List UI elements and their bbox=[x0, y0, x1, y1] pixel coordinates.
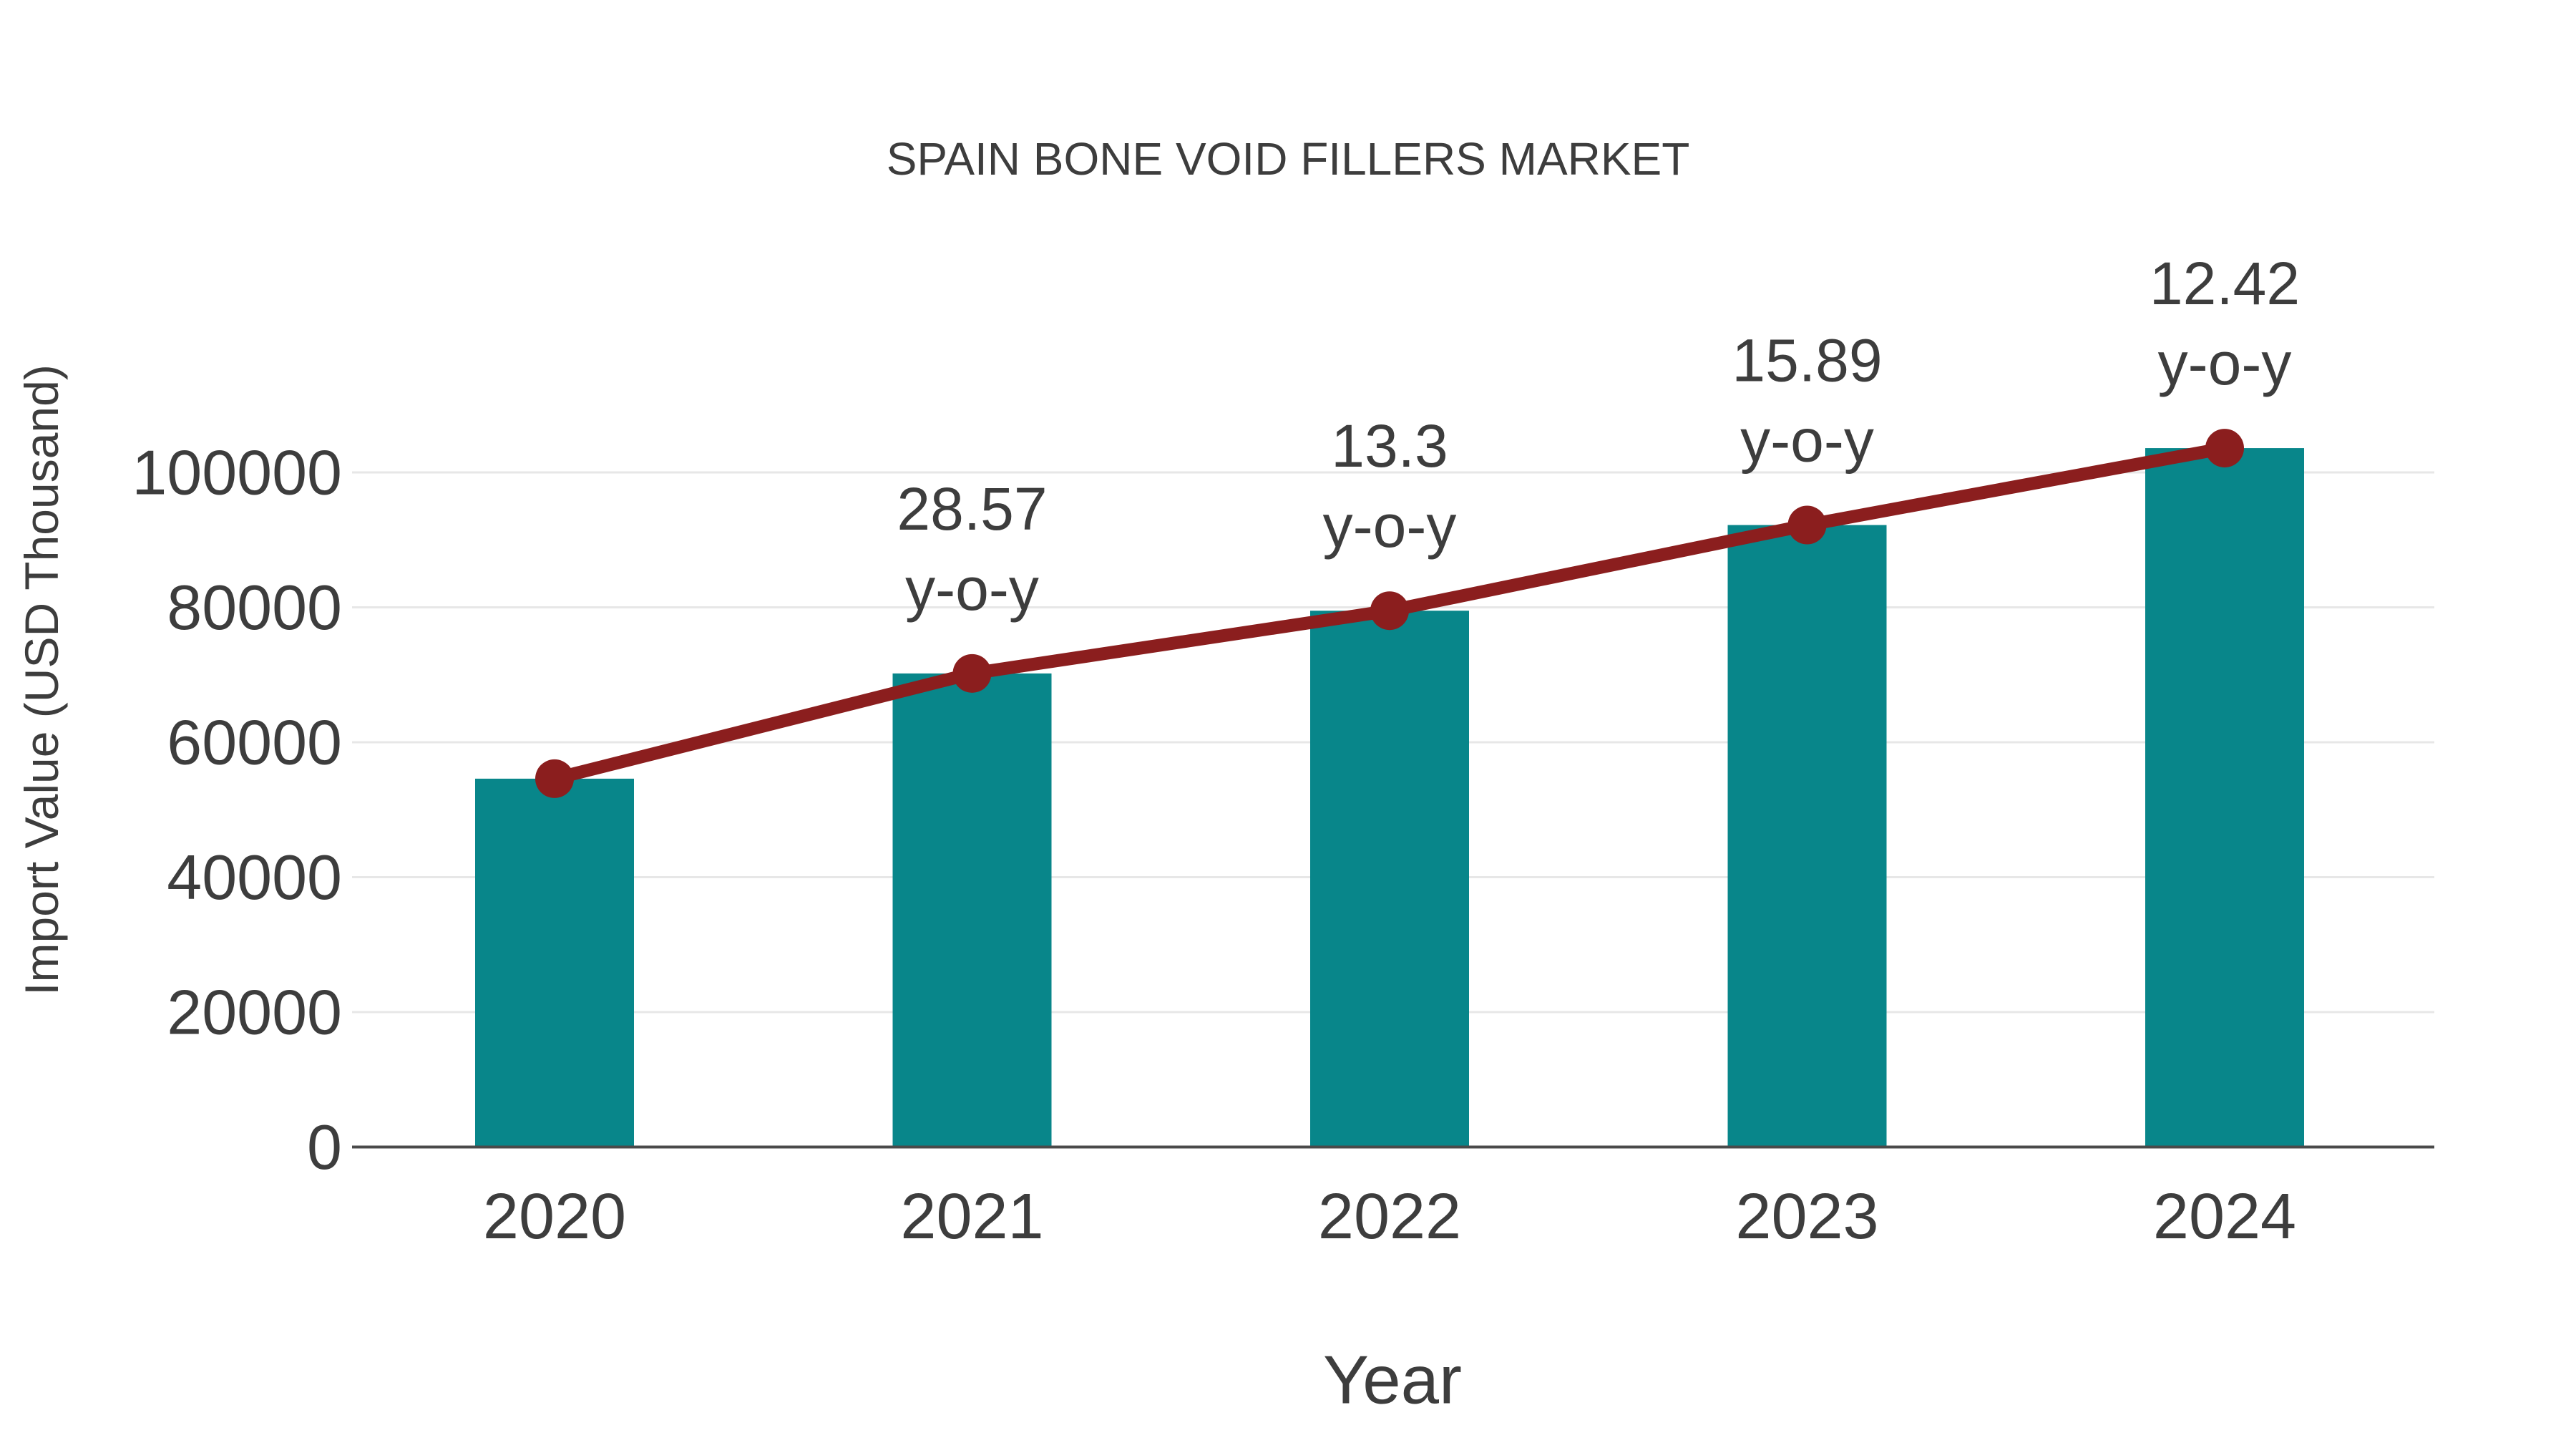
x-tick-label-2021: 2021 bbox=[900, 1181, 1043, 1253]
yoy-suffix-2022: y-o-y bbox=[1323, 492, 1457, 560]
trend-marker-2023 bbox=[1787, 505, 1827, 545]
y-tick-label-100000: 100000 bbox=[132, 437, 342, 508]
trend-marker-2022 bbox=[1370, 591, 1409, 631]
yoy-suffix-2021: y-o-y bbox=[905, 555, 1039, 623]
y-tick-label-40000: 40000 bbox=[167, 842, 342, 913]
bar-series bbox=[475, 448, 2304, 1147]
trend-marker-2021 bbox=[952, 653, 992, 693]
y-tick-label-60000: 60000 bbox=[167, 707, 342, 778]
y-tick-label-0: 0 bbox=[307, 1112, 342, 1182]
y-axis-title: Import Value (USD Thousand) bbox=[15, 364, 68, 996]
trend-line-series bbox=[535, 429, 2244, 798]
x-tick-label-2022: 2022 bbox=[1318, 1181, 1461, 1253]
x-tick-label-2020: 2020 bbox=[483, 1181, 626, 1253]
yoy-value-2023: 15.89 bbox=[1732, 327, 1882, 394]
yoy-value-2022: 13.3 bbox=[1331, 412, 1448, 480]
yoy-suffix-2023: y-o-y bbox=[1740, 407, 1874, 475]
trend-marker-2020 bbox=[535, 759, 574, 798]
chart-title: SPAIN BONE VOID FILLERS MARKET bbox=[887, 133, 1690, 185]
x-tick-label-2024: 2024 bbox=[2153, 1181, 2296, 1253]
x-tick-label-2023: 2023 bbox=[1735, 1181, 1878, 1253]
bar-2021 bbox=[892, 673, 1052, 1147]
yoy-suffix-2024: y-o-y bbox=[2158, 330, 2292, 397]
bar-2023 bbox=[1727, 525, 1887, 1147]
trend-marker-2024 bbox=[2205, 429, 2244, 468]
y-tick-label-80000: 80000 bbox=[167, 572, 342, 643]
bar-2022 bbox=[1310, 611, 1469, 1147]
x-axis-tick-labels: 2020 2021 2022 2023 2024 bbox=[483, 1181, 2296, 1253]
bar-2020 bbox=[475, 778, 634, 1147]
y-axis-tick-labels: 0 20000 40000 60000 80000 100000 bbox=[132, 437, 342, 1183]
y-tick-label-20000: 20000 bbox=[167, 977, 342, 1048]
yoy-annotations: 28.57 y-o-y 13.3 y-o-y 15.89 y-o-y 12.42 y-o-y bbox=[897, 250, 2300, 623]
yoy-value-2021: 28.57 bbox=[897, 475, 1047, 543]
x-axis-title: Year bbox=[1323, 1342, 1462, 1419]
yoy-value-2024: 12.42 bbox=[2150, 250, 2300, 317]
bar-2024 bbox=[2145, 448, 2304, 1147]
